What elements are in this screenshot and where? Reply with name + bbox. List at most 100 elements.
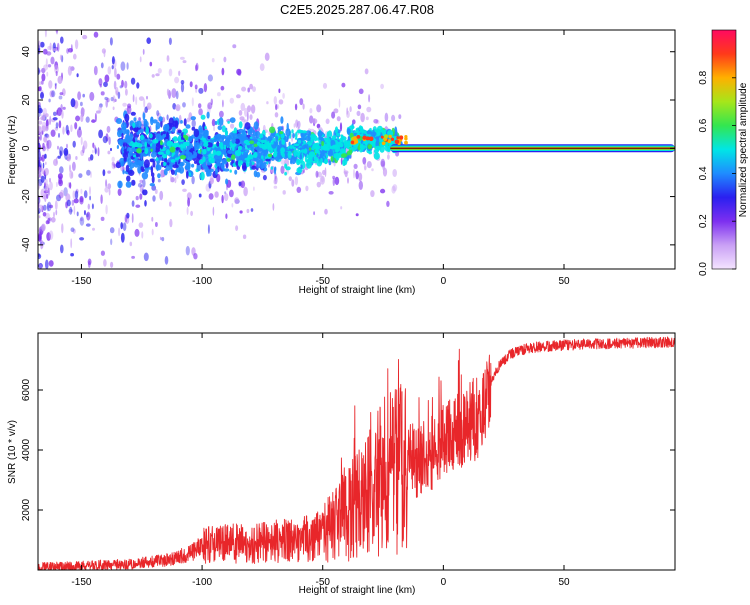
heatmap-noise-blob	[117, 91, 121, 100]
heatmap-band-blob	[116, 145, 119, 149]
heatmap-band-blob	[275, 135, 279, 143]
heatmap-noise-blob	[212, 206, 215, 216]
heatmap-noise-blob	[42, 212, 47, 217]
heatmap-bright-spot	[314, 156, 319, 162]
heatmap-band-blob	[185, 124, 191, 129]
heatmap-band-blob	[295, 131, 298, 139]
heatmap-bright-spot	[349, 125, 355, 130]
heatmap-noise-blob	[60, 36, 64, 44]
heatmap-bright-spot	[386, 145, 391, 153]
heatmap-noise-blob	[48, 98, 51, 103]
heatmap-noise-blob	[242, 234, 247, 240]
heatmap-noise-blob	[143, 252, 149, 262]
heatmap-noise-blob	[144, 200, 147, 207]
heatmap-noise-blob	[87, 203, 91, 210]
heatmap-band-blob	[121, 138, 128, 143]
heatmap-noise-blob	[38, 120, 43, 125]
heatmap-band-blob	[184, 165, 189, 170]
heatmap-noise-blob	[305, 185, 309, 192]
transition-spot	[388, 134, 392, 139]
heatmap-band-blob	[140, 166, 145, 171]
heatmap-noise-blob	[135, 204, 141, 208]
heatmap-noise-blob	[100, 91, 105, 96]
heatmap-noise-blob	[247, 105, 251, 113]
heatmap-noise-blob	[124, 214, 128, 223]
heatmap-band-blob	[217, 125, 223, 131]
heatmap-noise-blob	[142, 48, 145, 55]
heatmap-noise-blob	[303, 168, 305, 173]
heatmap-noise-blob	[253, 186, 255, 191]
heatmap-bright-spot	[160, 140, 163, 146]
heatmap-noise-blob	[353, 168, 355, 179]
heatmap-band-blob	[287, 150, 292, 159]
heatmap-noise-blob	[137, 182, 143, 188]
heatmap-bright-spot	[144, 147, 149, 155]
heatmap-noise-blob	[355, 213, 359, 217]
heatmap-noise-blob	[82, 108, 86, 113]
heatmap-band-blob	[249, 160, 252, 169]
heatmap-bright-spot	[179, 155, 187, 160]
transition-spot	[399, 135, 404, 140]
heatmap-bright-spot	[332, 135, 337, 140]
heatmap-bright-spot	[260, 139, 266, 144]
heatmap-noise-blob	[87, 258, 92, 266]
heatmap-band-blob	[139, 128, 144, 134]
heatmap-bright-spot	[253, 152, 258, 158]
heatmap-noise-blob	[358, 88, 364, 95]
heatmap-bright-spot	[202, 148, 207, 155]
heatmap-band-blob	[300, 142, 303, 147]
heatmap-noise-blob	[363, 163, 367, 171]
heatmap-noise-blob	[107, 150, 111, 155]
spectrogram-panel: -150 -100 -50 0 50 -40 -20 0 20 40 Height of str…	[7, 29, 676, 296]
heatmap-noise-blob	[239, 210, 243, 214]
heatmap-bright-spot	[155, 157, 159, 161]
heatmap-noise-blob	[175, 90, 179, 100]
heatmap-band-blob	[143, 159, 150, 168]
heatmap-noise-blob	[155, 73, 160, 77]
heatmap-noise-blob	[297, 120, 301, 129]
heatmap-noise-blob	[41, 154, 45, 162]
heatmap-bright-spot	[306, 159, 312, 163]
heatmap-noise-blob	[38, 215, 41, 219]
spectrogram-y-tick-label: -20	[21, 189, 32, 204]
heatmap-bright-spot	[223, 144, 227, 150]
heatmap-band-blob	[207, 135, 211, 140]
heatmap-noise-blob	[38, 86, 42, 92]
heatmap-band-blob	[250, 146, 254, 152]
heatmap-band-blob	[216, 133, 221, 138]
heatmap-band-blob	[285, 166, 291, 171]
heatmap-bright-spot	[150, 148, 153, 152]
colorbar-tick-label: 0.6	[698, 118, 709, 132]
heatmap-noise-blob	[278, 99, 284, 105]
heatmap-band-blob	[224, 134, 231, 140]
heatmap-noise-blob	[190, 210, 194, 217]
heatmap-band-blob	[206, 162, 212, 166]
heatmap-band-blob	[308, 147, 312, 151]
heatmap-bright-spot	[133, 141, 140, 148]
heatmap-noise-blob	[79, 237, 85, 241]
heatmap-band-blob	[117, 180, 123, 189]
heatmap-noise-blob	[90, 154, 94, 161]
heatmap-bright-spot	[152, 139, 159, 144]
heatmap-noise-blob	[83, 190, 88, 199]
heatmap-noise-blob	[336, 116, 341, 122]
heatmap-band-blob	[136, 120, 142, 128]
heatmap-band-blob	[121, 146, 125, 151]
heatmap-band-blob	[190, 116, 196, 121]
heatmap-band-blob	[327, 149, 334, 157]
spectrogram-y-tick-label: 0	[21, 145, 32, 151]
heatmap-noise-blob	[70, 98, 76, 108]
heatmap-noise-blob	[46, 201, 52, 212]
heatmap-noise-blob	[49, 42, 52, 51]
heatmap-noise-blob	[380, 160, 386, 168]
heatmap-noise-blob	[252, 86, 256, 92]
heatmap-noise-blob	[96, 110, 101, 114]
heatmap-bright-spot	[162, 153, 168, 159]
heatmap-noise-blob	[146, 37, 151, 44]
transition-spot	[387, 139, 392, 144]
heatmap-band-blob	[163, 123, 170, 132]
heatmap-noise-blob	[102, 136, 108, 144]
heatmap-noise-blob	[391, 114, 396, 122]
heatmap-noise-blob	[62, 126, 65, 135]
heatmap-band-blob	[215, 167, 218, 175]
